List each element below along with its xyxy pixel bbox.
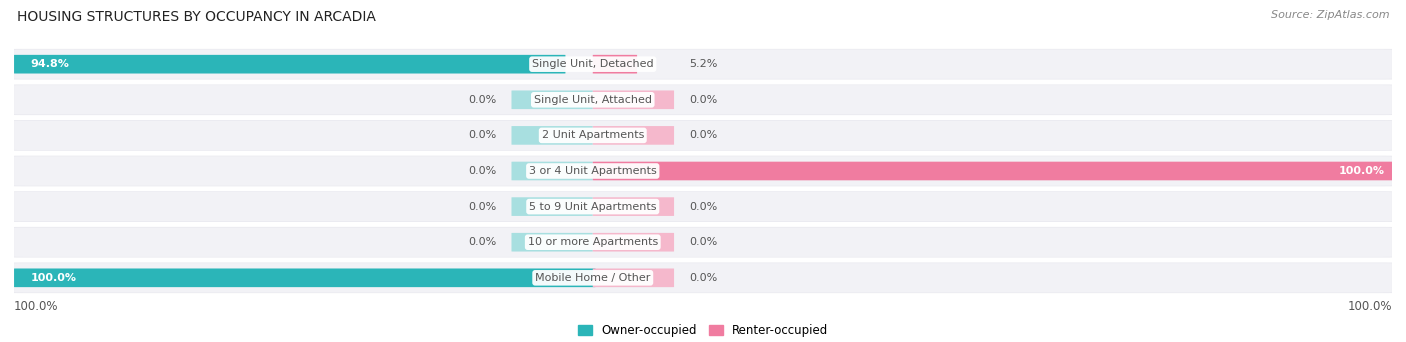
Text: 0.0%: 0.0% — [689, 130, 717, 141]
Text: 2 Unit Apartments: 2 Unit Apartments — [541, 130, 644, 141]
Text: Single Unit, Attached: Single Unit, Attached — [534, 95, 652, 105]
FancyBboxPatch shape — [7, 84, 1399, 115]
FancyBboxPatch shape — [7, 263, 1399, 293]
Text: 0.0%: 0.0% — [468, 166, 496, 176]
FancyBboxPatch shape — [7, 49, 1399, 79]
Text: HOUSING STRUCTURES BY OCCUPANCY IN ARCADIA: HOUSING STRUCTURES BY OCCUPANCY IN ARCAD… — [17, 10, 375, 24]
Text: 5 to 9 Unit Apartments: 5 to 9 Unit Apartments — [529, 201, 657, 212]
Text: 100.0%: 100.0% — [14, 300, 59, 313]
Text: 100.0%: 100.0% — [1347, 300, 1392, 313]
FancyBboxPatch shape — [593, 162, 1395, 180]
FancyBboxPatch shape — [14, 85, 1392, 115]
FancyBboxPatch shape — [512, 197, 593, 216]
FancyBboxPatch shape — [14, 192, 1392, 221]
FancyBboxPatch shape — [512, 162, 593, 180]
FancyBboxPatch shape — [7, 227, 1399, 258]
FancyBboxPatch shape — [593, 197, 673, 216]
FancyBboxPatch shape — [7, 120, 1399, 151]
FancyBboxPatch shape — [512, 233, 593, 251]
FancyBboxPatch shape — [14, 55, 565, 74]
Text: 0.0%: 0.0% — [468, 95, 496, 105]
FancyBboxPatch shape — [14, 156, 1392, 186]
Text: 0.0%: 0.0% — [468, 237, 496, 247]
Text: 0.0%: 0.0% — [689, 95, 717, 105]
Text: 100.0%: 100.0% — [31, 273, 76, 283]
FancyBboxPatch shape — [593, 55, 637, 74]
FancyBboxPatch shape — [512, 91, 593, 109]
Text: 100.0%: 100.0% — [1339, 166, 1385, 176]
Text: 0.0%: 0.0% — [689, 201, 717, 212]
Text: 94.8%: 94.8% — [31, 59, 69, 69]
FancyBboxPatch shape — [14, 121, 1392, 150]
Text: Single Unit, Detached: Single Unit, Detached — [531, 59, 654, 69]
FancyBboxPatch shape — [7, 156, 1399, 186]
FancyBboxPatch shape — [7, 191, 1399, 222]
FancyBboxPatch shape — [14, 268, 596, 287]
Text: 0.0%: 0.0% — [468, 130, 496, 141]
Text: 3 or 4 Unit Apartments: 3 or 4 Unit Apartments — [529, 166, 657, 176]
FancyBboxPatch shape — [593, 126, 673, 145]
Text: Source: ZipAtlas.com: Source: ZipAtlas.com — [1271, 10, 1389, 20]
FancyBboxPatch shape — [593, 233, 673, 251]
FancyBboxPatch shape — [512, 126, 593, 145]
Text: 0.0%: 0.0% — [689, 237, 717, 247]
FancyBboxPatch shape — [593, 91, 673, 109]
FancyBboxPatch shape — [14, 50, 1392, 79]
Legend: Owner-occupied, Renter-occupied: Owner-occupied, Renter-occupied — [572, 319, 834, 342]
Text: 10 or more Apartments: 10 or more Apartments — [527, 237, 658, 247]
Text: 5.2%: 5.2% — [689, 59, 717, 69]
FancyBboxPatch shape — [14, 227, 1392, 257]
FancyBboxPatch shape — [593, 268, 673, 287]
Text: 0.0%: 0.0% — [468, 201, 496, 212]
Text: 0.0%: 0.0% — [689, 273, 717, 283]
Text: Mobile Home / Other: Mobile Home / Other — [536, 273, 651, 283]
FancyBboxPatch shape — [14, 263, 1392, 292]
